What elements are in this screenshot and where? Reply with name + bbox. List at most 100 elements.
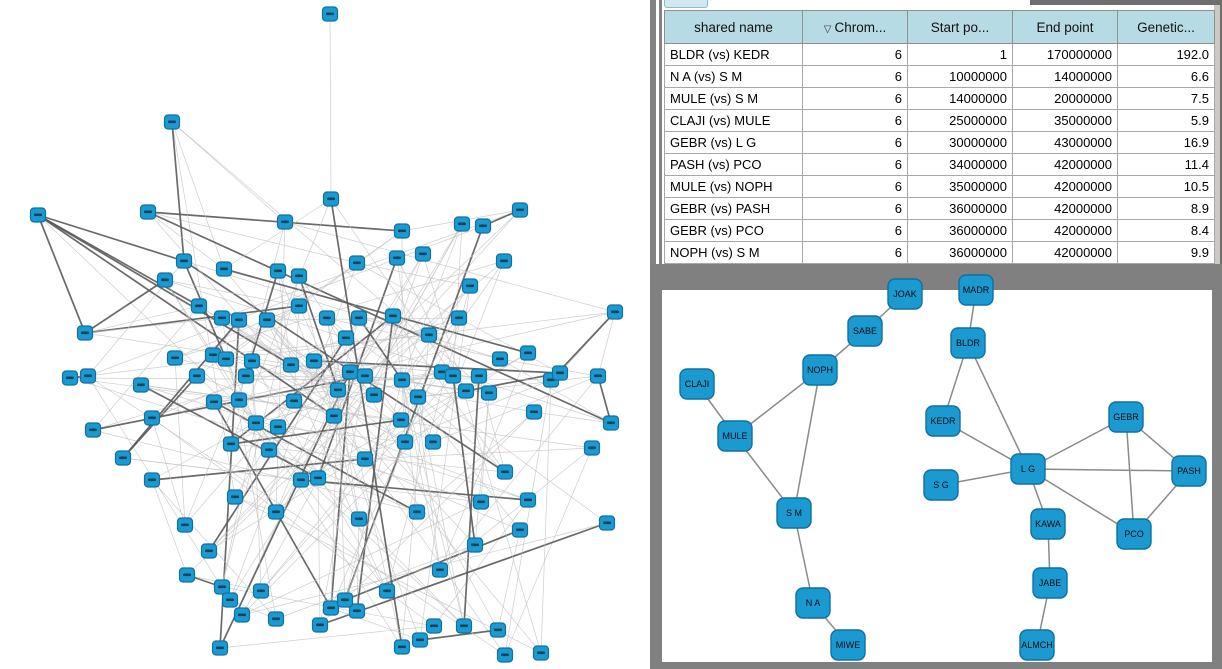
overview-node[interactable] (269, 419, 287, 435)
overview-node[interactable] (495, 253, 513, 269)
overview-node[interactable] (480, 385, 498, 401)
cell-value[interactable]: 9.9 (1117, 241, 1215, 264)
node-pash[interactable]: PASH (1171, 455, 1207, 487)
overview-node[interactable] (378, 583, 396, 599)
overview-node[interactable] (461, 278, 479, 294)
overview-node[interactable] (29, 207, 47, 223)
overview-node[interactable] (496, 464, 514, 480)
overview-node[interactable] (496, 647, 514, 663)
cell-value[interactable]: 11.4 (1117, 153, 1215, 176)
node-gebr[interactable]: GEBR (1108, 401, 1144, 433)
node-kedr[interactable]: KEDR (925, 405, 961, 437)
overview-node[interactable] (290, 298, 308, 314)
cell-value[interactable]: 7.5 (1117, 87, 1215, 110)
node-sm[interactable]: S M (776, 497, 812, 529)
overview-node[interactable] (336, 592, 354, 608)
column-header-end-point[interactable]: End point (1012, 10, 1118, 44)
overview-node[interactable] (606, 304, 624, 320)
overview-node[interactable] (163, 114, 181, 130)
overview-node[interactable] (311, 617, 329, 633)
cell-shared-name[interactable]: N A (vs) S M (664, 65, 803, 88)
cell-value[interactable]: 6 (802, 241, 908, 264)
overview-node[interactable] (470, 368, 488, 384)
overview-node[interactable] (532, 645, 550, 661)
overview-node[interactable] (411, 632, 429, 648)
node-madr[interactable]: MADR (958, 274, 994, 306)
cell-value[interactable]: 30000000 (907, 131, 1013, 154)
node-na[interactable]: N A (795, 587, 831, 619)
cell-value[interactable]: 8.9 (1117, 197, 1215, 220)
overview-node[interactable] (444, 368, 462, 384)
table-tab-fragment[interactable] (664, 0, 708, 8)
cell-value[interactable]: 36000000 (907, 197, 1013, 220)
overview-node[interactable] (350, 511, 368, 527)
edge-gebr-pco[interactable] (1125, 416, 1135, 535)
node-jabe[interactable]: JABE (1032, 567, 1068, 599)
overview-node[interactable] (474, 218, 492, 234)
cell-value[interactable]: 43000000 (1012, 131, 1118, 154)
overview-node[interactable] (511, 522, 529, 538)
overview-node[interactable] (420, 327, 438, 343)
overview-node[interactable] (156, 272, 174, 288)
cell-value[interactable]: 8.4 (1117, 219, 1215, 242)
overview-node[interactable] (200, 543, 218, 559)
overview-node[interactable] (226, 489, 244, 505)
overview-node[interactable] (215, 261, 233, 277)
cell-shared-name[interactable]: GEBR (vs) L G (664, 131, 803, 154)
overview-node[interactable] (230, 392, 248, 408)
overview-node[interactable] (205, 394, 223, 410)
node-lg[interactable]: L G (1010, 453, 1046, 485)
overview-node[interactable] (393, 223, 411, 239)
overview-node[interactable] (384, 308, 402, 324)
node-sg[interactable]: S G (923, 469, 959, 501)
overview-node[interactable] (252, 583, 270, 599)
edge-lg-pash[interactable] (1027, 468, 1190, 472)
overview-node[interactable] (143, 410, 161, 426)
overview-node[interactable] (166, 350, 184, 366)
overview-node[interactable] (519, 345, 537, 361)
node-sabe[interactable]: SABE (847, 315, 883, 347)
overview-node[interactable] (348, 255, 366, 271)
overview-node[interactable] (322, 600, 340, 616)
overview-node[interactable] (598, 515, 616, 531)
overview-node[interactable] (221, 592, 239, 608)
cell-value[interactable]: 42000000 (1012, 219, 1118, 242)
column-header-shared-name[interactable]: shared name (664, 10, 803, 44)
cell-value[interactable]: 25000000 (907, 109, 1013, 132)
edge-lg-pco[interactable] (1027, 468, 1135, 535)
table-row[interactable]: PASH (vs) PCO 6 34000000 42000000 11.4 (664, 153, 1215, 176)
cell-value[interactable]: 6 (802, 175, 908, 198)
table-row[interactable]: CLAJI (vs) MULE 6 25000000 35000000 5.9 (664, 109, 1215, 132)
overview-node[interactable] (247, 415, 265, 431)
overview-node[interactable] (414, 246, 432, 262)
cell-value[interactable]: 36000000 (907, 219, 1013, 242)
cell-value[interactable]: 35000000 (1012, 109, 1118, 132)
node-almch[interactable]: ALMCH (1019, 629, 1055, 661)
overview-node[interactable] (114, 450, 132, 466)
node-kawa[interactable]: KAWA (1030, 508, 1066, 540)
overview-node[interactable] (322, 191, 340, 207)
overview-node[interactable] (230, 312, 248, 328)
cell-value[interactable]: 10.5 (1117, 175, 1215, 198)
overview-node[interactable] (267, 611, 285, 627)
overview-node[interactable] (511, 202, 529, 218)
edge-noph-sm[interactable] (793, 369, 821, 514)
node-claji[interactable]: CLAJI (679, 368, 715, 400)
overview-node[interactable] (466, 537, 484, 553)
overview-node[interactable] (350, 310, 368, 326)
overview-node[interactable] (457, 383, 475, 399)
overview-node[interactable] (139, 204, 157, 220)
overview-node[interactable] (491, 351, 509, 367)
overview-node[interactable] (178, 567, 196, 583)
cell-value[interactable]: 6 (802, 65, 908, 88)
cell-shared-name[interactable]: NOPH (vs) S M (664, 241, 803, 264)
table-row[interactable]: BLDR (vs) KEDR 6 1 170000000 192.0 (664, 43, 1215, 66)
overview-node[interactable] (424, 434, 442, 450)
overview-node[interactable] (341, 364, 359, 380)
overview-node[interactable] (450, 310, 468, 326)
cell-value[interactable]: 192.0 (1117, 43, 1215, 66)
cell-value[interactable]: 6 (802, 131, 908, 154)
overview-node[interactable] (260, 442, 278, 458)
cell-value[interactable]: 34000000 (907, 153, 1013, 176)
table-row[interactable]: N A (vs) S M 6 10000000 14000000 6.6 (664, 65, 1215, 88)
